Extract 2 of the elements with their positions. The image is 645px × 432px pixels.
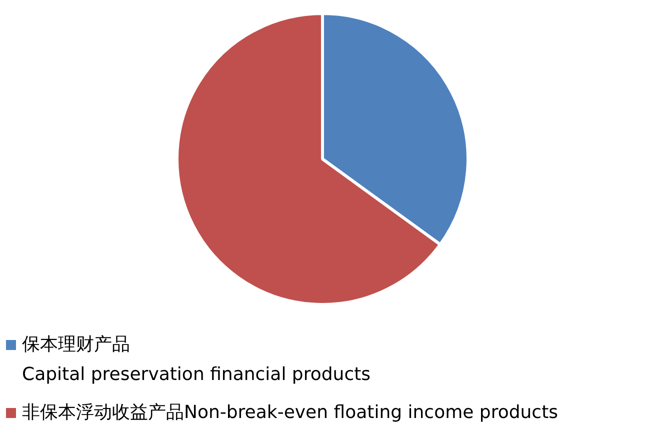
- legend-label: 保本理财产品 Capital preservation financial products: [22, 333, 371, 387]
- legend-label: 非保本浮动收益产品Non-break-even floating income products: [22, 401, 558, 425]
